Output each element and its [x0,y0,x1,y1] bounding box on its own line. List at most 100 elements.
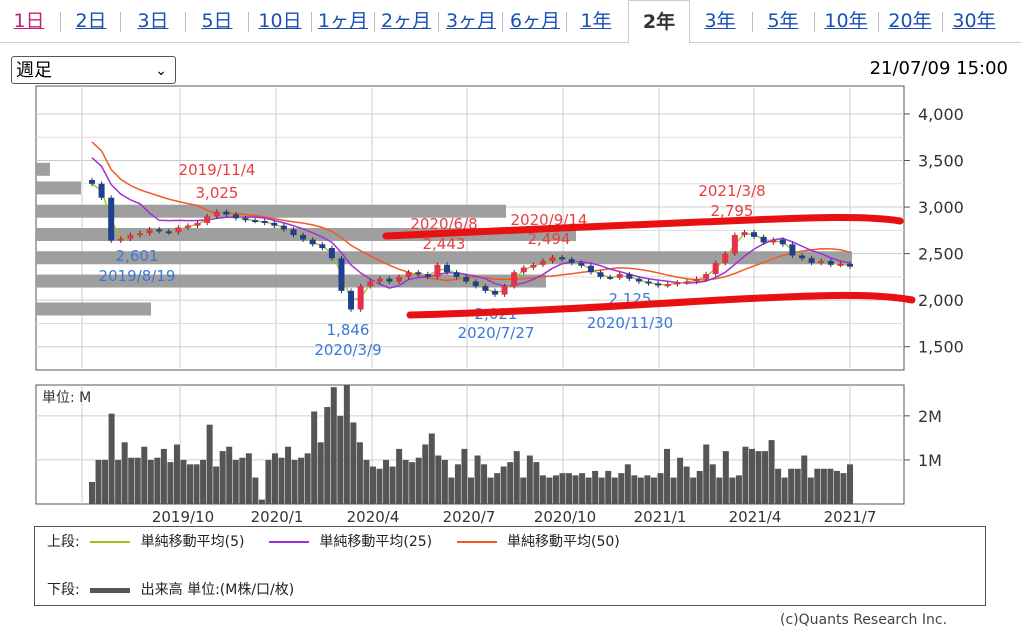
volume-bar [298,457,305,504]
volume-bar [330,387,337,504]
volume-bar [108,413,115,504]
chart-timestamp: 21/07/09 15:00 [869,58,1008,79]
volume-bar [363,459,370,504]
annotation-value: 3,025 [196,184,239,202]
legend-ma50: 単純移動平均(50) [507,534,620,550]
volume-bar [559,473,566,504]
volume-bar [337,415,344,504]
volume-bar [95,459,102,504]
volume-bar [533,462,540,504]
volume-bar [820,468,827,504]
candle-body [136,233,143,236]
candle-body [482,286,489,291]
tab-3年[interactable]: 3年 [704,10,736,32]
candle-body [674,282,681,285]
candle-body [539,261,546,265]
volume-bar [690,477,697,504]
volume-bar [494,473,501,504]
volume-bar [847,464,853,504]
candle-body [741,232,748,235]
volume-bar [180,459,187,504]
tab-10年[interactable]: 10年 [824,10,868,32]
candle-body [847,263,853,267]
candle-body [722,253,729,263]
volume-bar [814,468,821,504]
volume-bar [833,470,840,504]
tab-3ヶ月[interactable]: 3ヶ月 [445,10,497,32]
candle-period-select[interactable]: 週足 ⌄ [11,56,176,84]
tab-5年[interactable]: 5年 [767,10,799,32]
candle-body [808,258,815,263]
volume-bar [389,466,396,504]
x-tick-label: 2020/7 [443,508,496,526]
volume-bar [500,466,507,504]
volume-bar [396,448,403,504]
volume-bar [343,385,350,504]
volume-bar [579,473,586,504]
candle-body [472,281,479,287]
volume-bar [154,457,161,504]
volume-bar [716,477,723,504]
tab-20年[interactable]: 20年 [888,10,932,32]
candle-body [789,244,796,256]
price-volume-profile-bar [36,251,852,265]
volume-bar [644,475,651,504]
tab-2年[interactable]: 2年 [628,0,690,44]
candle-body [645,281,652,284]
volume-bar [552,475,559,504]
candle-body [98,183,105,198]
candle-body [491,290,498,295]
volume-bar [735,475,742,504]
candle-body [549,257,556,262]
volume-bar [311,411,318,504]
candle-body [578,262,585,266]
volume-bar [258,499,265,504]
volume-bar [481,464,488,504]
candle-body [108,197,115,241]
tab-2ヶ月[interactable]: 2ヶ月 [380,10,432,32]
tab-10日[interactable]: 10日 [258,10,302,32]
tab-30年[interactable]: 30年 [952,10,996,32]
candle-body [587,265,594,273]
tab-1日[interactable]: 1日 [13,10,45,32]
annotation-date: 2019/11/4 [179,161,256,179]
tab-5日[interactable]: 5日 [201,10,233,32]
volume-bar [304,453,311,504]
candle-body [501,286,508,295]
volume-bar [213,466,220,504]
candle-body [175,227,182,233]
tab-separator [502,12,503,32]
volume-swatch [90,587,131,593]
volume-bar [762,451,769,504]
tab-1年[interactable]: 1年 [580,10,612,32]
period-tabs: 1日 2日 3日 5日 10日 1ヶ月 2ヶ月 3ヶ月 6ヶ月 1年 2年 3年 5年 10年 20年 30年 [0,0,1021,44]
volume-bar [187,464,194,504]
volume-bar [206,424,213,504]
volume-bar [415,457,422,504]
candle-body [664,284,671,287]
volume-bar [827,468,834,504]
candle-body [818,261,825,264]
tab-separator [60,12,61,32]
tab-6ヶ月[interactable]: 6ヶ月 [509,10,561,32]
tab-2日[interactable]: 2日 [75,10,107,32]
price-volume-profile-bar [36,162,50,176]
volume-bar [474,455,481,504]
tab-1ヶ月[interactable]: 1ヶ月 [317,10,369,32]
tab-separator [878,12,879,32]
candle-body [242,218,249,221]
candle-body [328,248,335,259]
volume-bar [173,444,180,504]
annotation-value: 2,601 [116,247,159,265]
chart-legend: 上段: 単純移動平均(5) 単純移動平均(25) 単純移動平均(50) 下段: … [34,526,986,606]
volume-bar [285,446,292,504]
volume-bar [513,451,520,504]
candle-body [405,272,412,277]
x-tick-label: 2020/10 [534,508,596,526]
tab-3日[interactable]: 3日 [137,10,169,32]
price-ytick-label: 3,000 [918,198,964,217]
candle-body [530,264,537,268]
annotation-date: 2020/6/8 [410,215,477,233]
volume-bar [794,468,801,504]
volume-bar [624,464,631,504]
